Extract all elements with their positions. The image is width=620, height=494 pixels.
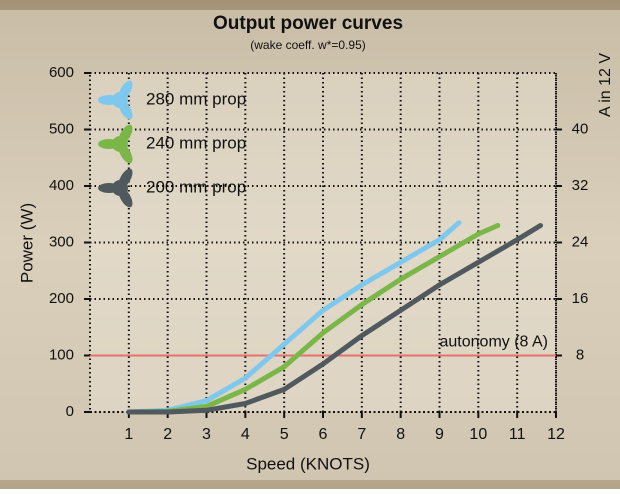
y2-tick-label: 8: [576, 346, 584, 363]
reference-label: autonomy (8 A): [440, 334, 549, 351]
x-tick-label: 4: [241, 426, 250, 443]
y-tick-label: 200: [49, 290, 74, 307]
x-tick-label: 8: [396, 426, 405, 443]
y2-tick-label: 16: [572, 290, 589, 307]
legend-label: 200 mm prop: [146, 177, 246, 196]
x-tick-label: 10: [469, 426, 487, 443]
y-tick-label: 400: [49, 177, 74, 194]
x-tick-label: 7: [357, 426, 366, 443]
x-tick-label: 6: [319, 426, 328, 443]
y-tick-label: 300: [49, 233, 74, 250]
y2-tick-label: 32: [572, 177, 589, 194]
y-axis-label: Power (W): [17, 203, 36, 283]
legend-label: 280 mm prop: [146, 89, 246, 108]
propeller-hub: [112, 180, 128, 196]
y2-axis-label: A in 12 V: [597, 53, 614, 117]
y-tick-label: 600: [49, 64, 74, 81]
x-tick-label: 11: [509, 426, 526, 443]
y-tick-label: 500: [49, 120, 74, 137]
x-tick-label: 3: [202, 426, 211, 443]
page: Output power curves (wake coeff. w*=0.95…: [0, 0, 620, 494]
chart-title: Output power curves: [213, 13, 403, 34]
y-tick-label: 0: [66, 403, 74, 420]
x-axis-label: Speed (KNOTS): [246, 454, 370, 473]
x-tick-label: 5: [280, 426, 289, 443]
x-tick-label: 1: [124, 426, 133, 443]
x-tick-label: 12: [547, 426, 565, 443]
propeller-hub: [112, 92, 128, 108]
chart-subtitle: (wake coeff. w*=0.95): [250, 38, 366, 52]
y-tick-label: 100: [49, 346, 74, 363]
x-tick-label: 9: [435, 426, 444, 443]
chart: Output power curves (wake coeff. w*=0.95…: [0, 0, 620, 489]
legend-label: 240 mm prop: [146, 133, 246, 152]
propeller-hub: [112, 136, 128, 152]
x-tick-label: 2: [163, 426, 172, 443]
y2-tick-label: 40: [572, 120, 589, 137]
y2-tick-label: 24: [572, 233, 589, 250]
